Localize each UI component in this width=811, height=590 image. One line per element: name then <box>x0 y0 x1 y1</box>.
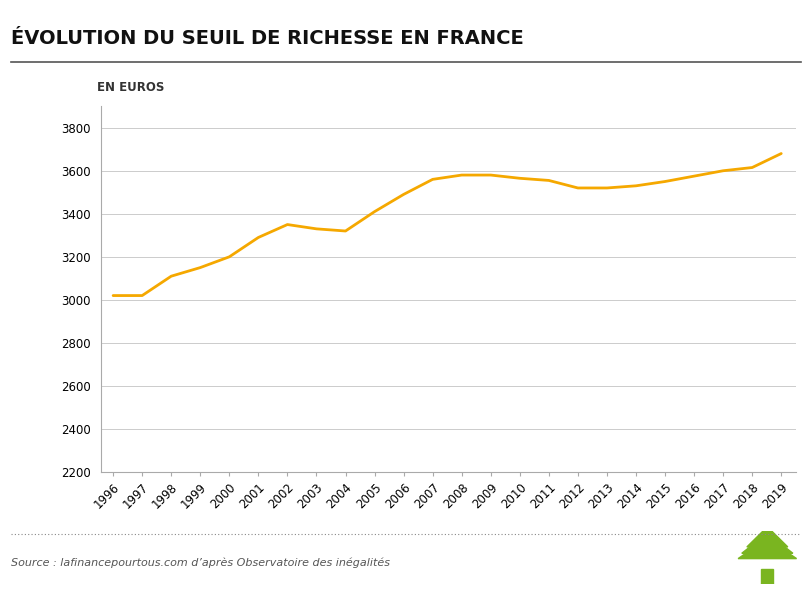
Bar <box>761 569 772 584</box>
Polygon shape <box>741 533 792 553</box>
Polygon shape <box>746 527 787 547</box>
Text: ÉVOLUTION DU SEUIL DE RICHESSE EN FRANCE: ÉVOLUTION DU SEUIL DE RICHESSE EN FRANCE <box>11 30 522 48</box>
Polygon shape <box>737 539 796 559</box>
Text: EN EUROS: EN EUROS <box>97 81 165 94</box>
Text: Source : lafinancepourtous.com d’après Observatoire des inégalités: Source : lafinancepourtous.com d’après O… <box>11 558 389 568</box>
